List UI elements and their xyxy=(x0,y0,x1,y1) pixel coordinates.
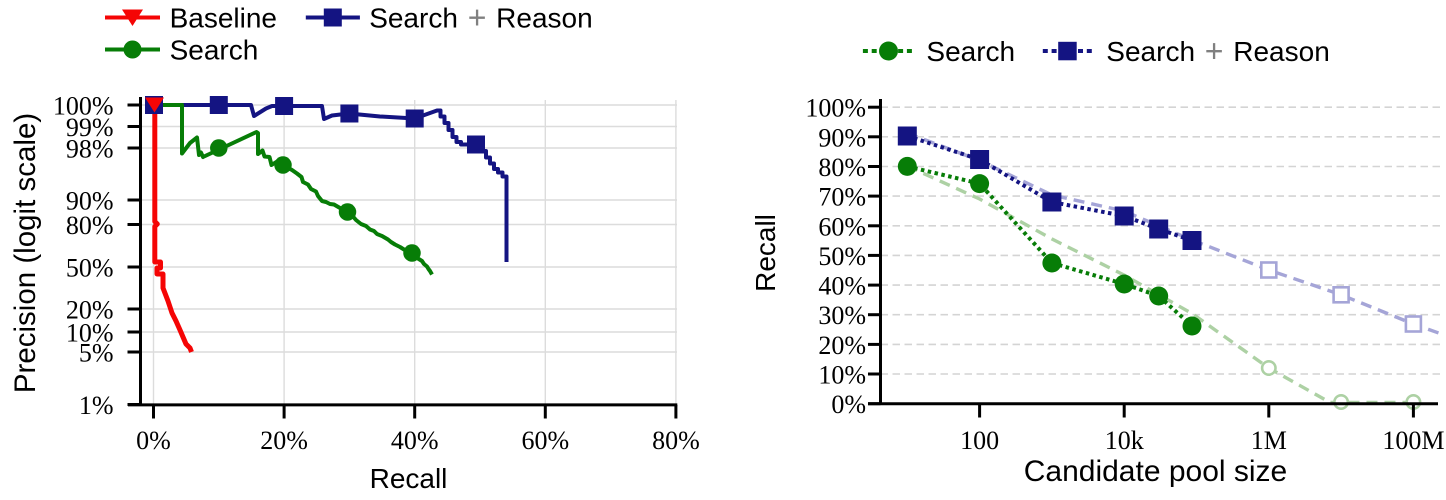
svg-text:80%: 80% xyxy=(818,153,866,182)
svg-text:5%: 5% xyxy=(79,339,114,368)
svg-text:90%: 90% xyxy=(818,123,866,152)
svg-text:100%: 100% xyxy=(805,94,866,123)
svg-text:Recall: Recall xyxy=(750,214,781,292)
svg-text:0%: 0% xyxy=(831,390,866,419)
svg-text:0%: 0% xyxy=(136,426,171,455)
svg-text:40%: 40% xyxy=(818,272,866,301)
svg-text:20%: 20% xyxy=(260,426,308,455)
svg-text:30%: 30% xyxy=(818,301,866,330)
svg-text:Search: Search xyxy=(926,36,1015,67)
svg-text:100%: 100% xyxy=(53,92,114,121)
svg-text:90%: 90% xyxy=(66,187,114,216)
svg-text:60%: 60% xyxy=(818,212,866,241)
svg-text:Precision (logit scale): Precision (logit scale) xyxy=(9,113,42,393)
svg-text:10%: 10% xyxy=(66,319,114,348)
svg-text:20%: 20% xyxy=(818,331,866,360)
svg-text:20%: 20% xyxy=(66,296,114,325)
svg-text:1%: 1% xyxy=(79,391,114,420)
svg-text:100M: 100M xyxy=(1382,426,1444,455)
svg-text:60%: 60% xyxy=(521,426,569,455)
svg-text:Search: Search xyxy=(170,35,259,66)
svg-text:98%: 98% xyxy=(66,135,114,164)
svg-text:50%: 50% xyxy=(66,254,114,283)
svg-text:Baseline: Baseline xyxy=(170,3,277,34)
svg-text:Search + Reason: Search + Reason xyxy=(1106,33,1329,69)
svg-text:1M: 1M xyxy=(1251,426,1287,455)
svg-text:50%: 50% xyxy=(818,242,866,271)
svg-text:80%: 80% xyxy=(66,211,114,240)
svg-text:Recall: Recall xyxy=(370,463,448,494)
svg-text:99%: 99% xyxy=(66,113,114,142)
svg-text:80%: 80% xyxy=(652,426,700,455)
svg-text:100: 100 xyxy=(960,426,999,455)
svg-text:70%: 70% xyxy=(818,183,866,212)
svg-text:Search + Reason: Search + Reason xyxy=(369,0,592,36)
svg-text:40%: 40% xyxy=(391,426,439,455)
svg-text:10k: 10k xyxy=(1105,426,1144,455)
svg-text:Candidate pool size: Candidate pool size xyxy=(1024,455,1288,488)
svg-text:10%: 10% xyxy=(818,361,866,390)
